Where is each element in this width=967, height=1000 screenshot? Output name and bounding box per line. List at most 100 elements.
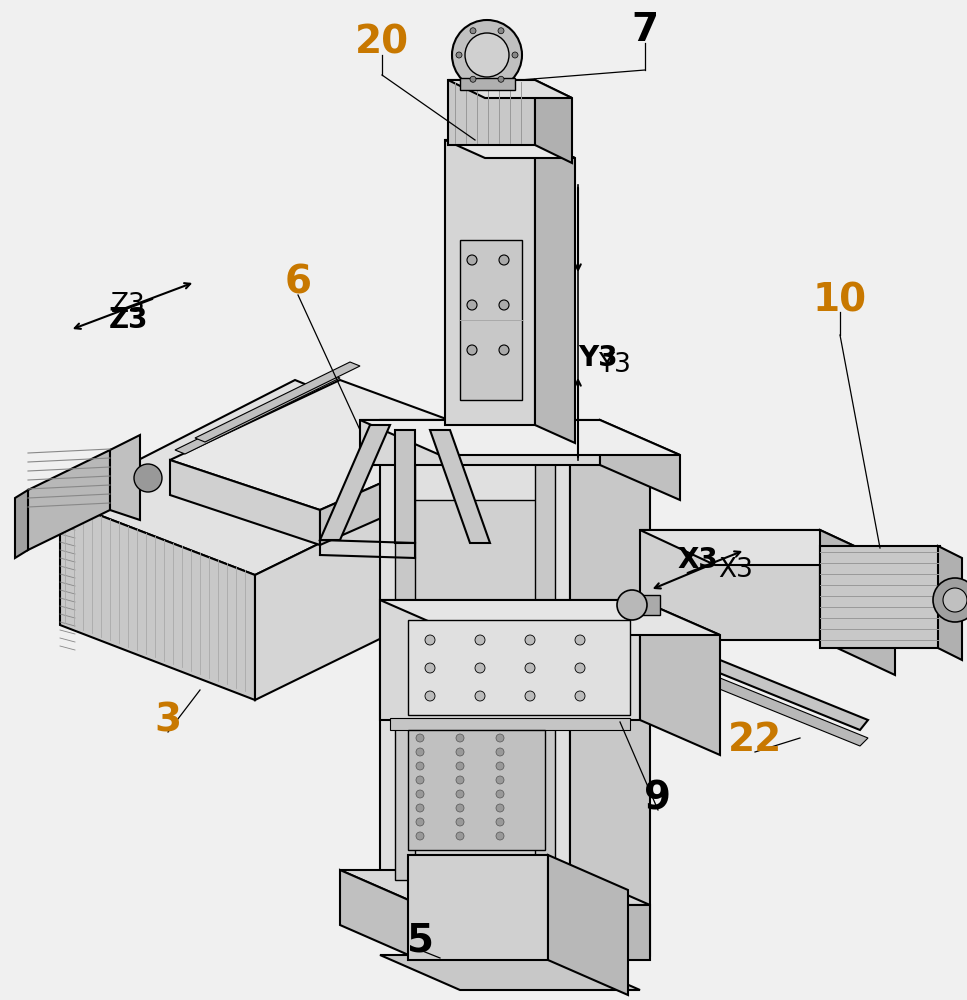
Circle shape [425,635,435,645]
Polygon shape [380,600,720,635]
Circle shape [456,832,464,840]
Circle shape [465,33,509,77]
Circle shape [475,663,485,673]
Circle shape [575,635,585,645]
Circle shape [496,748,504,756]
Polygon shape [570,420,650,955]
Polygon shape [380,955,640,990]
Circle shape [496,832,504,840]
Circle shape [525,635,535,645]
Polygon shape [820,546,940,648]
Circle shape [525,663,535,673]
Text: 7: 7 [631,11,659,49]
Circle shape [475,691,485,701]
Polygon shape [360,420,680,455]
Polygon shape [408,855,548,960]
Text: 5: 5 [406,921,433,959]
Text: 6: 6 [284,264,311,302]
Polygon shape [535,140,575,443]
Circle shape [498,28,504,34]
Polygon shape [255,460,490,700]
Text: Z3: Z3 [110,292,145,318]
Circle shape [512,52,518,58]
Circle shape [525,691,535,701]
Polygon shape [15,490,28,558]
Circle shape [456,818,464,826]
Polygon shape [408,730,545,850]
Circle shape [943,588,967,612]
Polygon shape [360,420,600,465]
Circle shape [575,691,585,701]
Polygon shape [640,600,720,755]
Polygon shape [460,240,522,400]
Circle shape [933,578,967,622]
Polygon shape [380,420,650,455]
Circle shape [496,804,504,812]
Polygon shape [640,530,895,565]
Polygon shape [448,80,572,98]
Circle shape [425,691,435,701]
Circle shape [467,300,477,310]
Circle shape [470,28,476,34]
Polygon shape [195,362,360,442]
Polygon shape [395,460,415,880]
Circle shape [425,663,435,673]
Polygon shape [380,600,640,720]
Circle shape [456,804,464,812]
Polygon shape [600,420,680,500]
Circle shape [617,590,647,620]
Text: X3: X3 [718,557,753,583]
Text: 22: 22 [728,721,782,759]
Polygon shape [170,460,320,545]
Circle shape [467,255,477,265]
Circle shape [456,762,464,770]
Polygon shape [60,380,490,575]
Polygon shape [110,435,140,520]
Circle shape [499,345,509,355]
Polygon shape [408,620,630,715]
Polygon shape [548,855,628,995]
Polygon shape [380,420,570,920]
Circle shape [416,790,424,798]
Text: 3: 3 [155,701,182,739]
Polygon shape [448,80,535,145]
Circle shape [499,255,509,265]
Text: X3: X3 [678,546,718,574]
Circle shape [416,804,424,812]
Circle shape [456,734,464,742]
Polygon shape [535,80,572,163]
Polygon shape [28,450,110,550]
Polygon shape [535,460,555,880]
Polygon shape [340,870,650,905]
Polygon shape [638,630,868,730]
Circle shape [416,832,424,840]
Circle shape [416,762,424,770]
Circle shape [496,818,504,826]
Polygon shape [175,374,340,454]
Polygon shape [320,435,490,545]
Circle shape [416,818,424,826]
Circle shape [496,790,504,798]
Circle shape [456,776,464,784]
Circle shape [416,748,424,756]
Polygon shape [395,430,415,543]
Text: 9: 9 [644,779,671,817]
Polygon shape [820,530,895,675]
Polygon shape [420,905,650,960]
Polygon shape [445,140,535,425]
Circle shape [470,76,476,82]
Text: Y3: Y3 [598,352,630,378]
Polygon shape [640,530,820,640]
Circle shape [456,748,464,756]
Polygon shape [638,648,868,746]
Text: 20: 20 [355,23,409,61]
Polygon shape [390,718,630,730]
Circle shape [134,464,162,492]
Circle shape [467,345,477,355]
Polygon shape [60,500,255,700]
Polygon shape [170,380,490,510]
Polygon shape [320,425,390,540]
Polygon shape [460,78,515,90]
Text: Z3: Z3 [108,306,148,334]
Polygon shape [445,140,575,158]
